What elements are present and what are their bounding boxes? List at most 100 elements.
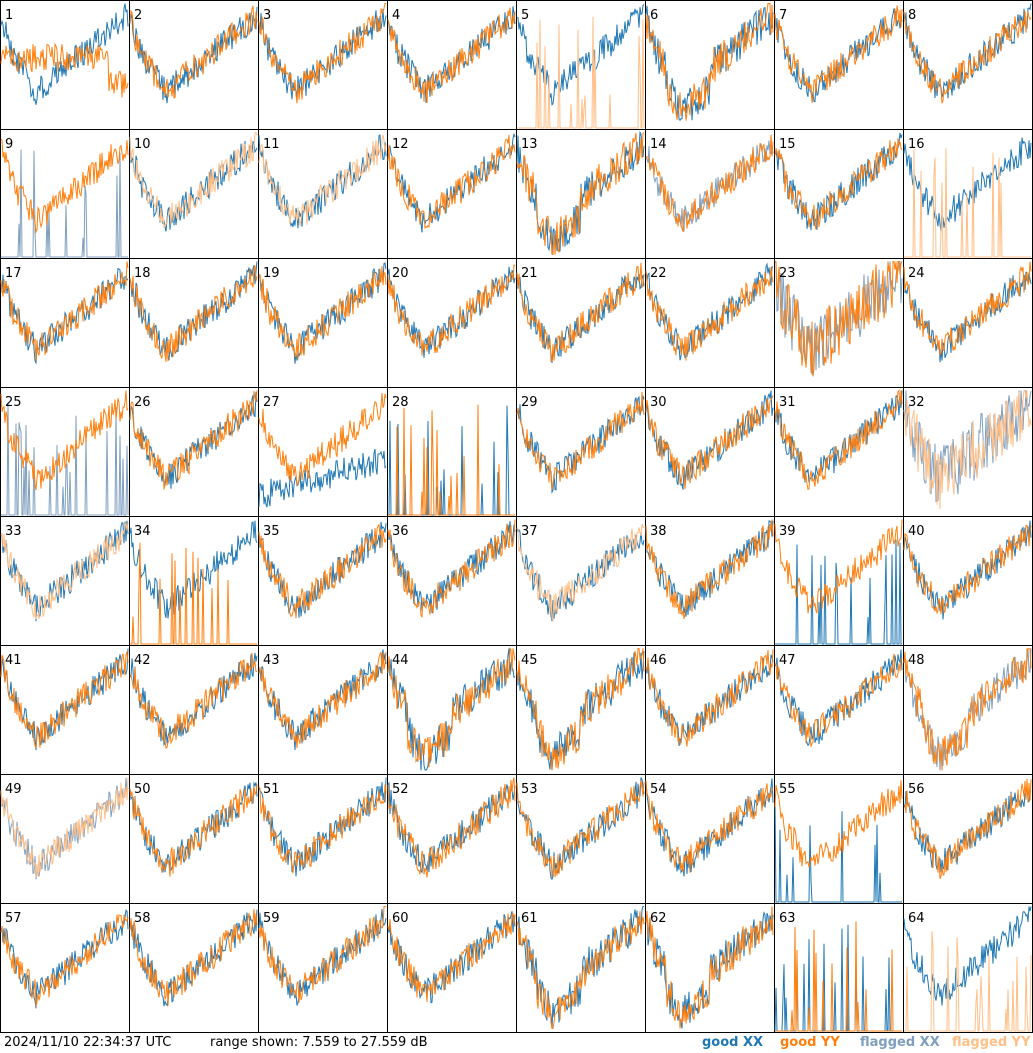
panel-label: 25 [5,395,22,410]
series-yy [0,261,129,361]
series-yy [775,261,903,377]
panel-28: 28 [387,387,517,517]
panel-23: 23 [774,258,904,388]
panel-label: 21 [521,266,538,281]
panel-63: 63 [774,903,904,1033]
panel-47: 47 [774,645,904,775]
panel-label: 44 [392,653,409,668]
panel-1: 1 [0,0,130,130]
panel-57: 57 [0,903,130,1033]
panel-40: 40 [903,516,1033,646]
panel-33: 33 [0,516,130,646]
series-yy [517,16,645,129]
panel-label: 28 [392,395,409,410]
footer: 2024/11/10 22:34:37 UTC range shown: 7.5… [0,1033,1033,1053]
panel-label: 59 [263,911,280,926]
series-yy [774,138,903,230]
panel-frame [903,645,1033,775]
series-yy [516,262,645,362]
series-xx [0,909,129,1009]
panel-20: 20 [387,258,517,388]
panel-29: 29 [516,387,646,517]
series-xx [1,402,129,516]
panel-48: 48 [903,645,1033,775]
panel-21: 21 [516,258,646,388]
series-yy [775,921,902,1032]
series-yy [0,390,129,491]
panel-42: 42 [129,645,259,775]
panel-15: 15 [774,129,904,259]
series-yy [0,914,129,1007]
series-yy [904,931,1032,1032]
series-yy [645,3,774,121]
panel-label: 58 [134,911,151,926]
series-yy [516,523,645,622]
series-yy [645,519,774,620]
panel-50: 50 [129,774,259,904]
panel-45: 45 [516,645,646,775]
panel-label: 10 [134,137,151,152]
series-xx [775,539,902,645]
panel-49: 49 [0,774,130,904]
panel-10: 10 [129,129,259,259]
series-yy [645,134,774,232]
series-xx [516,395,645,494]
panel-label: 48 [908,653,925,668]
series-yy [645,266,774,361]
series-xx [645,5,774,122]
panel-53: 53 [516,774,646,904]
series-yy [129,784,258,877]
panel-label: 16 [908,137,925,152]
panel-label: 3 [263,8,271,23]
panel-label: 22 [650,266,667,281]
series-xx [774,802,902,903]
series-yy [258,651,387,749]
series-xx [0,520,129,622]
panel-label: 37 [521,524,538,539]
series-yy [774,389,903,490]
panel-43: 43 [258,645,388,775]
series-yy [774,519,903,614]
panel-label: 64 [908,911,925,926]
panel-label: 46 [650,653,667,668]
panel-31: 31 [774,387,904,517]
series-yy [516,132,645,256]
series-yy [387,134,516,230]
panel-25: 25 [0,387,130,517]
series-yy [0,138,129,234]
panel-label: 7 [779,8,787,23]
panel-9: 9 [0,129,130,259]
series-yy [387,519,516,618]
panel-26: 26 [129,387,259,517]
panel-58: 58 [129,903,259,1033]
panel-label: 8 [908,8,916,23]
panel-3: 3 [258,0,388,130]
panel-label: 60 [392,911,409,926]
series-yy [387,646,516,768]
panel-55: 55 [774,774,904,904]
panel-4: 4 [387,0,517,130]
panel-label: 42 [134,653,151,668]
series-yy [516,648,645,771]
panel-label: 45 [521,653,538,668]
panel-frame [903,0,1033,130]
series-yy [645,906,774,1029]
series-yy [258,784,387,874]
panel-38: 38 [645,516,775,646]
panel-label: 55 [779,782,796,797]
panel-label: 24 [908,266,925,281]
series-yy [258,266,387,360]
panel-label: 17 [5,266,22,281]
series-yy [904,148,1031,258]
series-xx [903,906,1032,1006]
panel-39: 39 [774,516,904,646]
panel-37: 37 [516,516,646,646]
panel-62: 62 [645,903,775,1033]
series-yy [774,5,903,103]
panel-frame [645,0,775,130]
panel-19: 19 [258,258,388,388]
panel-60: 60 [387,903,517,1033]
panel-label: 5 [521,8,529,23]
panel-label: 43 [263,653,280,668]
panel-12: 12 [387,129,517,259]
